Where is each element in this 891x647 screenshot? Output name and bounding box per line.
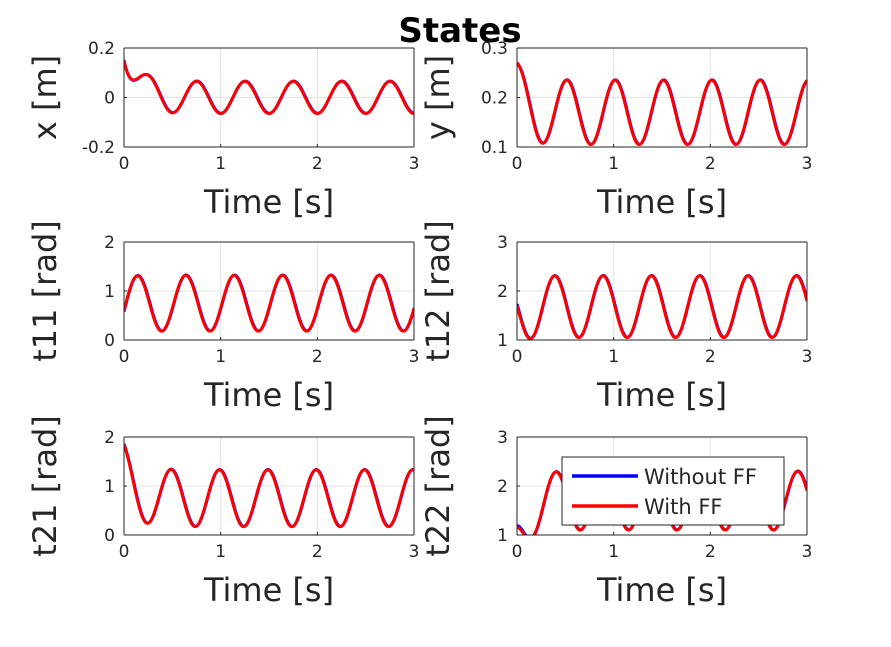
x-tick-label: 0	[512, 154, 523, 174]
x-tick-label: 3	[409, 154, 420, 174]
x-tick-label: 1	[608, 154, 619, 174]
legend-label: With FF	[644, 495, 723, 519]
x-tick-label: 1	[608, 542, 619, 562]
legend-label: Without FF	[644, 465, 757, 489]
y-tick-label: 0	[104, 89, 115, 109]
x-tick-label: 0	[119, 542, 130, 562]
figure-title: States	[398, 11, 521, 51]
y-tick-label: 3	[497, 428, 508, 448]
y-tick-label: 1	[104, 282, 115, 302]
x-tick-label: 2	[705, 347, 716, 367]
x-tick-label: 2	[312, 347, 323, 367]
x-axis-label: Time [s]	[596, 376, 727, 414]
legend-box	[561, 456, 785, 526]
x-tick-label: 3	[409, 542, 420, 562]
y-axis-label: t22 [rad]	[419, 415, 457, 556]
x-tick-label: 2	[705, 542, 716, 562]
y-tick-label: 2	[104, 233, 115, 253]
x-tick-label: 2	[705, 154, 716, 174]
series-line-with-ff	[124, 273, 414, 333]
x-tick-label: 3	[802, 347, 813, 367]
subplot-5: 0 1 2 3 0 1 2 Time [s] t21 [rad]	[26, 415, 419, 609]
y-tick-label: -0.2	[82, 138, 115, 158]
y-tick-label: 0.3	[481, 39, 508, 59]
y-tick-label: 2	[497, 477, 508, 497]
x-axis-label: Time [s]	[203, 571, 334, 609]
x-tick-label: 0	[512, 542, 523, 562]
y-tick-label: 0.1	[481, 138, 508, 158]
series-line-with-ff	[517, 274, 807, 340]
y-tick-label: 1	[104, 477, 115, 497]
y-tick-label: 0.2	[88, 39, 115, 59]
y-axis-label: t12 [rad]	[419, 220, 457, 361]
y-tick-label: 0	[104, 526, 115, 546]
y-axis-label: x [m]	[26, 55, 64, 140]
x-tick-label: 3	[409, 347, 420, 367]
x-axis-label: Time [s]	[596, 571, 727, 609]
series-line-with-ff	[124, 443, 414, 529]
y-tick-label: 0.2	[481, 89, 508, 109]
series-line-with-ff	[124, 60, 414, 116]
x-tick-label: 3	[802, 154, 813, 174]
y-tick-label: 1	[497, 526, 508, 546]
x-tick-label: 1	[215, 347, 226, 367]
series-line-with-ff	[517, 61, 807, 147]
subplot-3: 0 1 2 3 0 1 2 Time [s] t11 [rad]	[26, 220, 419, 414]
x-tick-label: 3	[802, 542, 813, 562]
x-tick-label: 1	[215, 154, 226, 174]
y-tick-label: 2	[104, 428, 115, 448]
y-axis-label: t11 [rad]	[26, 220, 64, 361]
x-tick-label: 2	[312, 154, 323, 174]
x-tick-label: 0	[119, 347, 130, 367]
x-axis-label: Time [s]	[203, 183, 334, 221]
x-axis-label: Time [s]	[203, 376, 334, 414]
x-tick-label: 1	[215, 542, 226, 562]
subplot-2: 0 1 2 3 0.1 0.2 0.3 Time [s] y [m]	[419, 39, 812, 221]
legend: Without FF With FF	[561, 456, 785, 526]
y-tick-label: 3	[497, 233, 508, 253]
x-tick-label: 1	[608, 347, 619, 367]
y-tick-label: 2	[497, 282, 508, 302]
x-tick-label: 2	[312, 542, 323, 562]
x-axis-label: Time [s]	[596, 183, 727, 221]
x-tick-label: 0	[512, 347, 523, 367]
y-axis-label: t21 [rad]	[26, 415, 64, 556]
y-axis-label: y [m]	[419, 55, 457, 140]
y-tick-label: 0	[104, 331, 115, 351]
x-tick-label: 0	[119, 154, 130, 174]
y-tick-label: 1	[497, 331, 508, 351]
